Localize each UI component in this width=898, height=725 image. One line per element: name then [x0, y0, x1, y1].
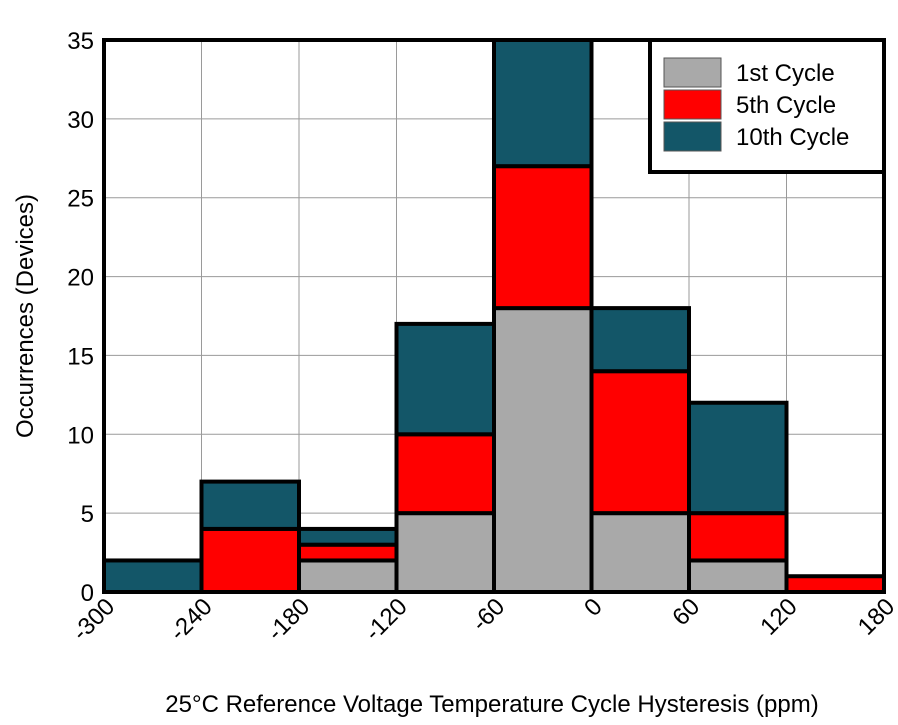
x-tick-label: 60: [667, 593, 705, 631]
y-tick-label: 25: [67, 186, 94, 213]
x-tick-label: 120: [755, 593, 802, 640]
y-tick-label: 5: [81, 501, 94, 528]
x-axis-label: 25°C Reference Voltage Temperature Cycle…: [165, 691, 818, 718]
bar-segment: [492, 38, 594, 169]
bar-segment: [687, 511, 789, 563]
y-axis-ticks: 0 5 10 15 20 25 30 35: [67, 28, 94, 607]
histogram-bars: [102, 38, 886, 595]
bar-segment: [492, 306, 594, 594]
y-tick-label: 10: [67, 422, 94, 449]
bar-segment: [394, 511, 496, 595]
x-tick-label: -60: [467, 593, 511, 637]
bar-segment: [199, 526, 301, 595]
y-tick-label: 20: [67, 265, 94, 292]
bar-segment: [394, 432, 496, 516]
bar-segment: [589, 369, 691, 516]
x-tick-label: 180: [853, 593, 898, 640]
bar-segment: [297, 558, 399, 595]
legend: 1st Cycle 5th Cycle 10th Cycle: [648, 38, 886, 174]
x-tick-label: -300: [67, 593, 120, 646]
x-tick-label: -180: [262, 593, 315, 646]
legend-label: 10th Cycle: [736, 124, 849, 151]
y-tick-label: 0: [81, 580, 94, 607]
y-tick-label: 15: [67, 343, 94, 370]
legend-label: 1st Cycle: [736, 60, 835, 87]
legend-swatch: [663, 57, 722, 88]
bar-segment: [687, 400, 789, 516]
bar-segment: [102, 558, 204, 595]
y-tick-label: 30: [67, 107, 94, 134]
legend-label: 5th Cycle: [736, 92, 836, 119]
bar-segment: [297, 526, 399, 547]
legend-swatch: [663, 89, 722, 120]
bar-segment: [784, 574, 886, 595]
plot-border: [102, 38, 886, 594]
bar-segment: [589, 306, 691, 374]
x-tick-label: -240: [165, 593, 218, 646]
bar-segment: [492, 164, 594, 311]
x-tick-label: -120: [360, 593, 413, 646]
plot-frame: [102, 38, 886, 594]
bar-segment: [199, 479, 301, 531]
bar-segment: [589, 511, 691, 595]
legend-swatch: [663, 121, 722, 152]
x-axis-ticks: -300 -240 -180 -120 -60 0 60 120 180: [67, 593, 898, 646]
y-tick-label: 35: [67, 28, 94, 55]
x-tick-label: 0: [579, 593, 608, 622]
bar-segment: [687, 558, 789, 595]
bar-segment: [394, 321, 496, 437]
bar-segment: [297, 542, 399, 563]
y-axis-label: Occurrences (Devices): [12, 194, 39, 438]
